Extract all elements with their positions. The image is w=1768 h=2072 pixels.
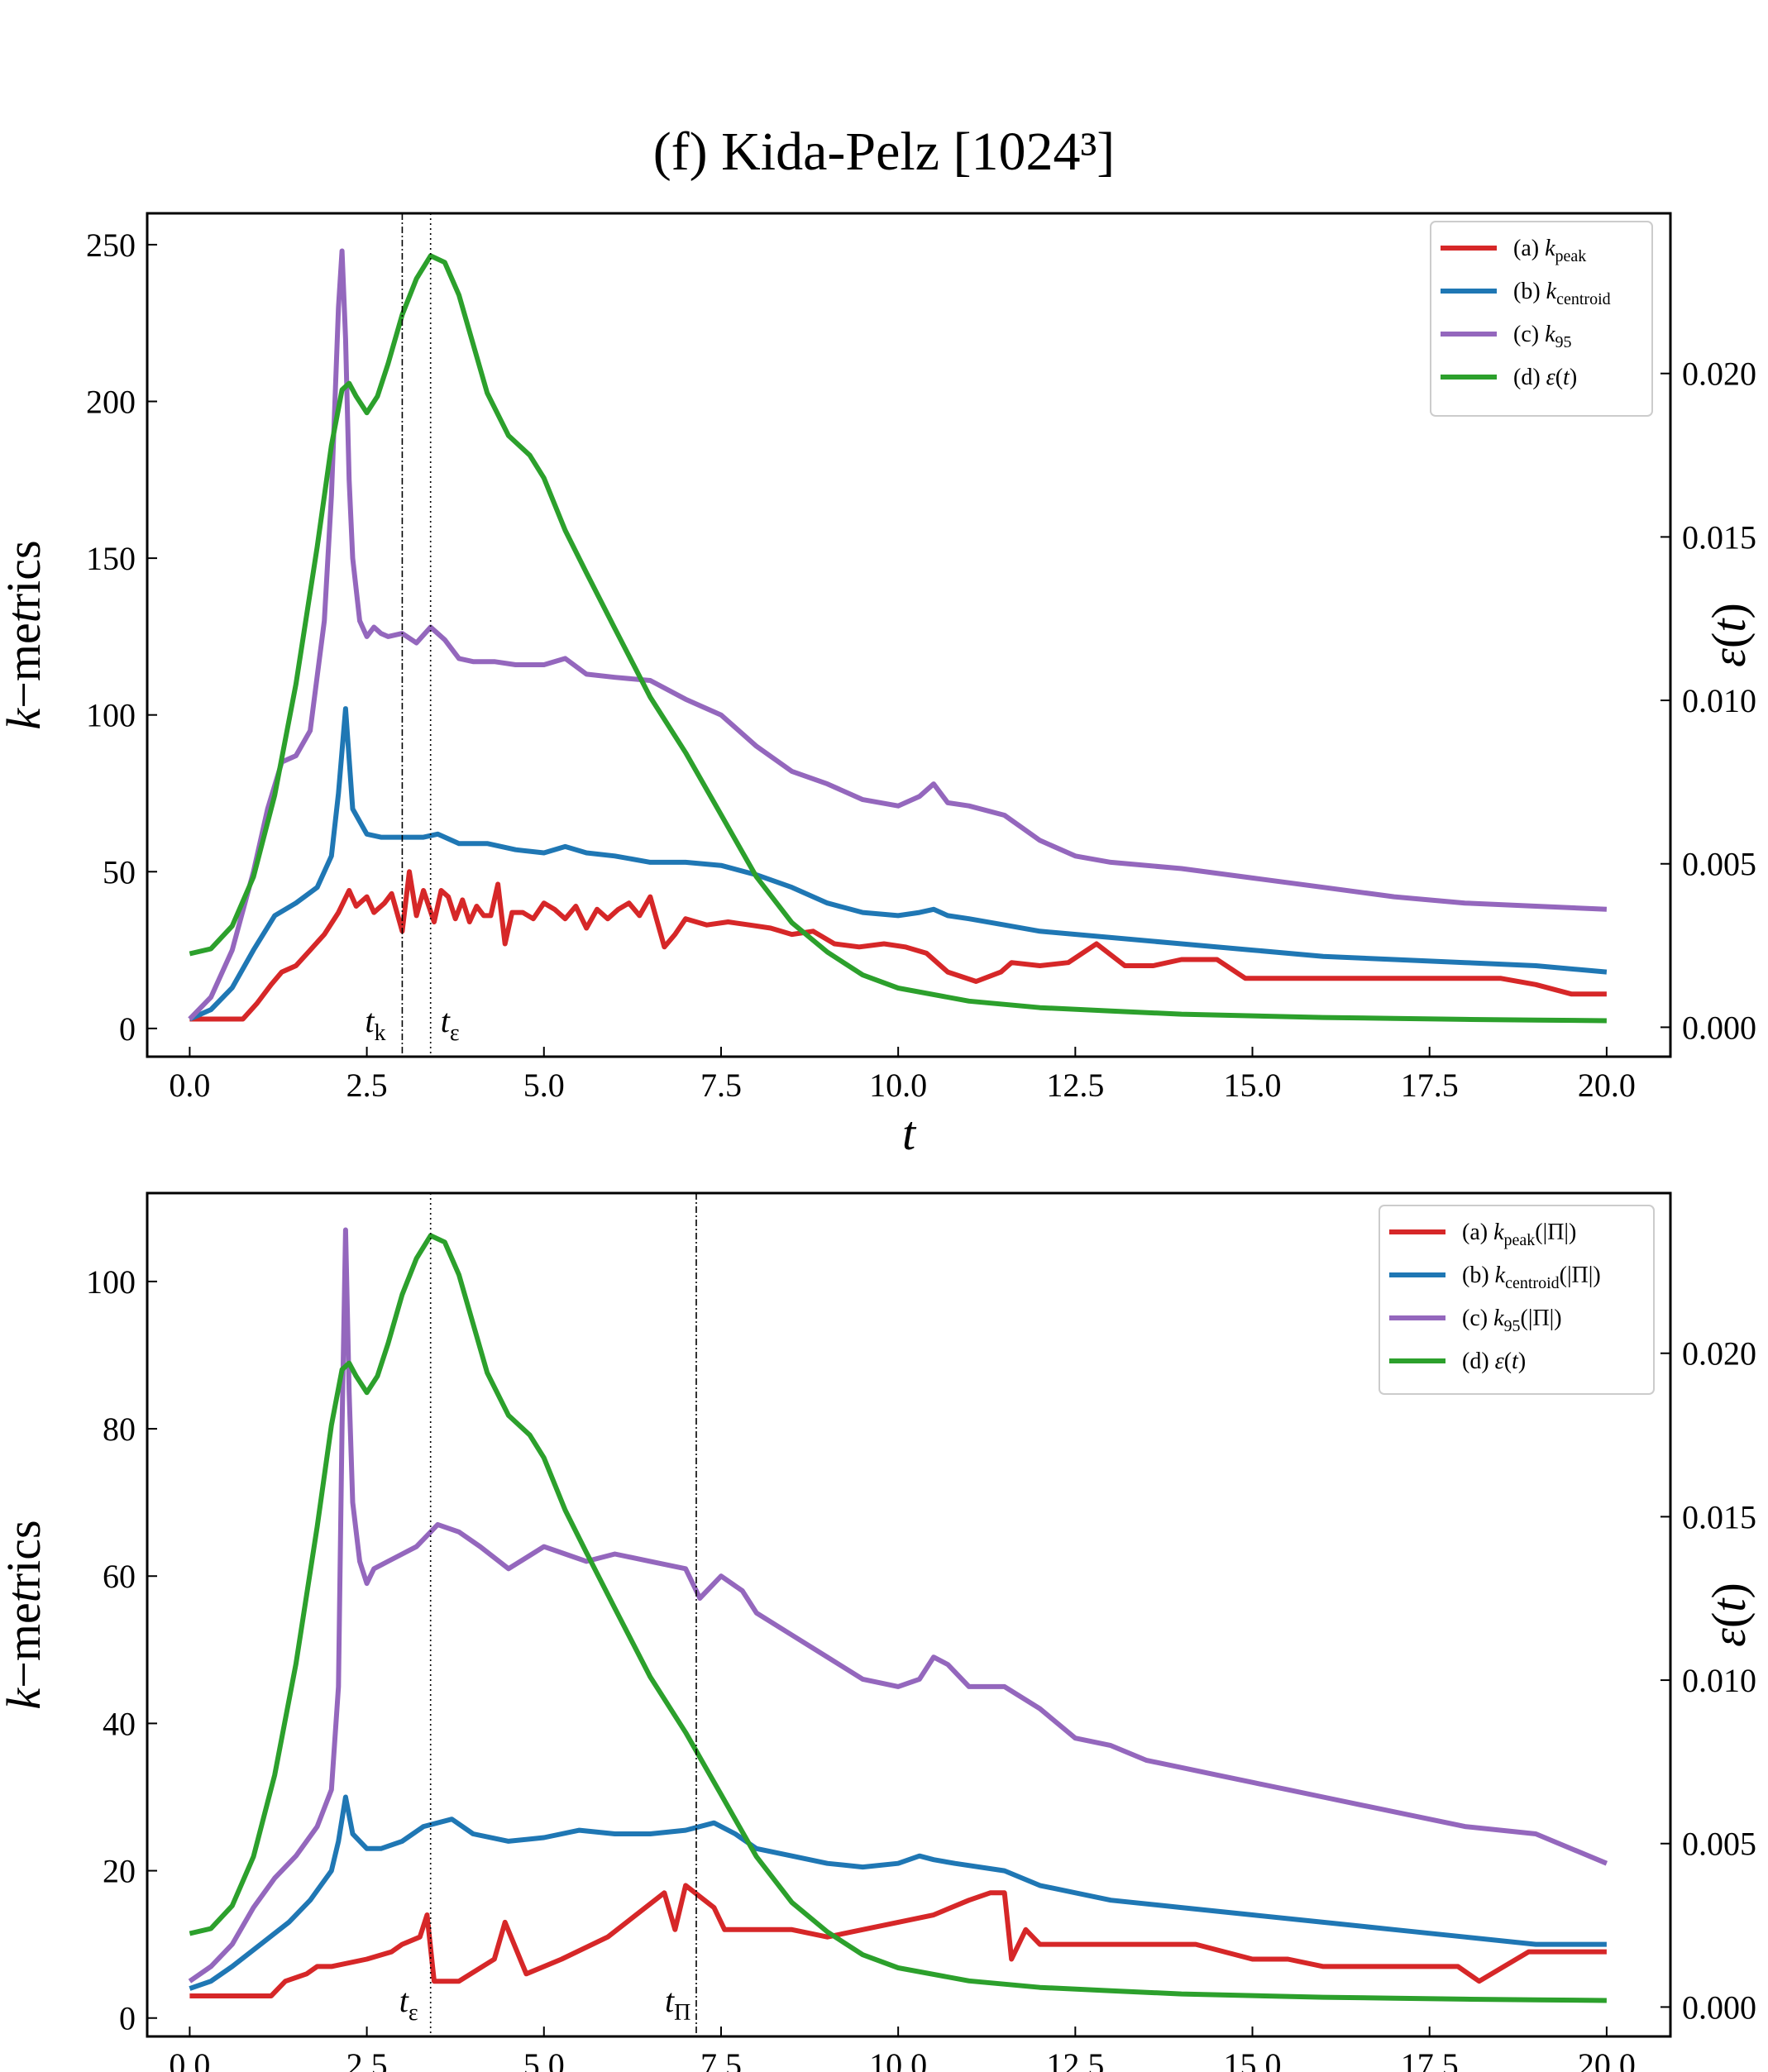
vline-label: tε​	[399, 1982, 418, 2026]
x-tick-label: 15.0	[1224, 1067, 1282, 1104]
vline-label: tε​	[441, 1002, 460, 1046]
x-tick-label: 2.5	[346, 1067, 388, 1104]
y-tick-label: 0	[119, 1010, 136, 1048]
top-panel: tk​ tε​ 0.0 2.5 5.0 7.5 10.0 12.5 15.0 17.5 20.0 0 5…	[0, 212, 1756, 1160]
x-tick-label: 0.0	[169, 2046, 210, 2072]
y-axis-title: k−metrics	[0, 1520, 50, 1709]
vline-label: tk​	[365, 1002, 385, 1046]
x-tick-label: 0.0	[169, 1067, 210, 1104]
series-line-kpeak	[189, 869, 1607, 1022]
x-tick-label: 10.0	[869, 2046, 927, 2072]
x-tick-label: 10.0	[869, 1067, 927, 1104]
y-tick-label: 20	[103, 1853, 136, 1890]
x-tick-label: 12.5	[1046, 2046, 1104, 2072]
legend-entry: (c) k95​(|Π|)	[1462, 1306, 1562, 1335]
y2-tick-label: 0.020	[1682, 1335, 1756, 1373]
y2-tick-label: 0.010	[1682, 682, 1756, 719]
legend-entry: (a) kpeak​(|Π|)	[1462, 1220, 1576, 1249]
legend-entry: (d) ε(t)	[1462, 1349, 1526, 1374]
y-axis-title: k−metrics	[0, 540, 50, 729]
x-tick-label: 15.0	[1224, 2046, 1282, 2072]
legend-box	[1379, 1205, 1655, 1395]
x-tick-label: 20.0	[1578, 2046, 1636, 2072]
vline-label: tΠ​	[665, 1982, 690, 2026]
y-tick-label: 40	[103, 1705, 136, 1742]
x-tick-label: 20.0	[1578, 1067, 1636, 1104]
series-line-k95	[188, 1227, 1608, 1984]
series-line-k95	[188, 248, 1608, 1021]
series-line-kcentroid	[189, 706, 1608, 1022]
y2-tick-label: 0.010	[1682, 1662, 1756, 1699]
x-tick-label: 17.5	[1401, 2046, 1459, 2072]
legend-entry: (a) kpeak​	[1513, 236, 1586, 265]
legend-entry: (b) kcentroid​	[1513, 279, 1611, 308]
x-tick-label: 5.0	[523, 2046, 565, 2072]
y2-tick-label: 0.015	[1682, 1498, 1756, 1535]
legend-box	[1430, 221, 1653, 417]
x-axis-title: t	[902, 1106, 917, 1160]
y-tick-label: 200	[86, 384, 136, 421]
x-tick-label: 5.0	[523, 1067, 565, 1104]
y2-tick-label: 0.005	[1682, 846, 1756, 883]
y-tick-label: 0	[119, 2000, 136, 2037]
y-tick-label: 150	[86, 540, 136, 577]
series-line-eps	[189, 253, 1607, 1024]
y-tick-label: 100	[86, 1263, 136, 1301]
legend-entry: (d) ε(t)	[1513, 365, 1577, 390]
y2-tick-label: 0.015	[1682, 518, 1756, 556]
plot-frame	[146, 212, 1672, 1058]
x-tick-label: 2.5	[346, 2046, 388, 2072]
y-tick-label: 80	[103, 1411, 136, 1448]
y2-axis-title: ε(t)	[1702, 603, 1756, 667]
y-tick-label: 50	[103, 853, 136, 890]
y2-tick-label: 0.020	[1682, 356, 1756, 393]
y2-tick-label: 0.000	[1682, 1009, 1756, 1046]
bottom-panel: tε​ tΠ​ 0.0 2.5 5.0 7.5 10.0 12.5 15.0 17.5 20.0 0 2…	[0, 1191, 1756, 2072]
series-line-kcentroid	[189, 1794, 1607, 1991]
y2-tick-label: 0.005	[1682, 1826, 1756, 1863]
series-line-eps	[189, 1233, 1607, 2003]
x-tick-label: 17.5	[1401, 1067, 1459, 1104]
plot-frame	[146, 1191, 1672, 2038]
x-tick-label: 12.5	[1046, 1067, 1104, 1104]
figure-title: (f) Kida-Pelz [1024³]	[653, 122, 1116, 182]
legend-entry: (c) k95​	[1513, 322, 1572, 351]
y-tick-label: 100	[86, 697, 136, 734]
legend-entry: (b) kcentroid​(|Π|)	[1462, 1263, 1601, 1292]
x-tick-label: 7.5	[700, 2046, 742, 2072]
x-tick-label: 7.5	[700, 1067, 742, 1104]
y2-tick-label: 0.000	[1682, 1988, 1756, 2026]
y-tick-label: 60	[103, 1558, 136, 1595]
y2-axis-title: ε(t)	[1702, 1583, 1756, 1647]
series-line-kpeak	[189, 1883, 1607, 1998]
y-tick-label: 250	[86, 227, 136, 264]
